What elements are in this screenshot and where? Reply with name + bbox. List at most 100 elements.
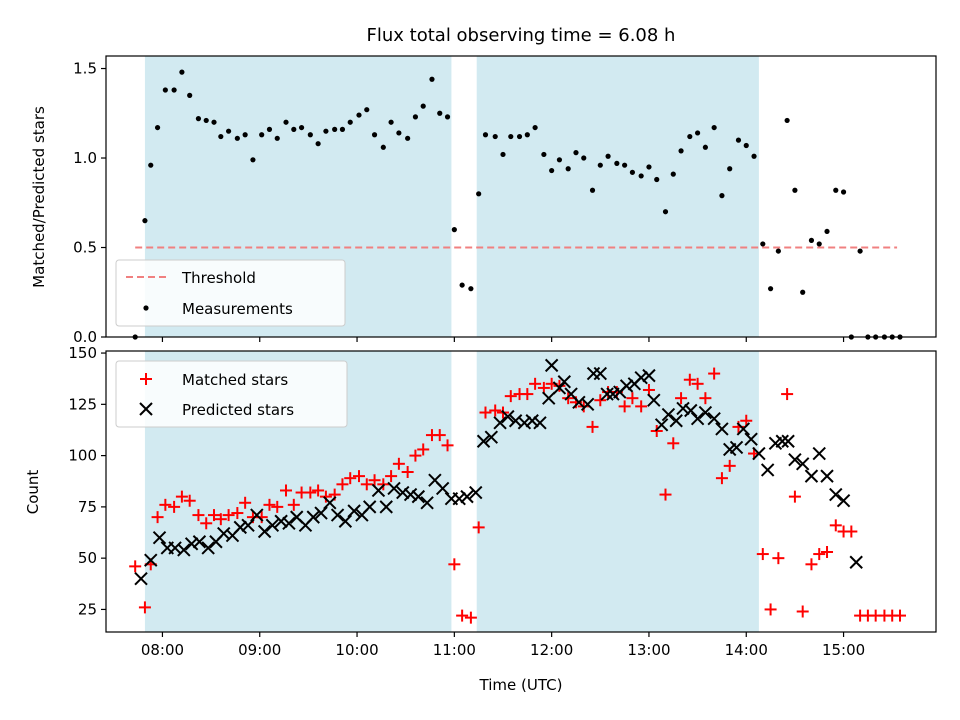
measurement-point xyxy=(597,162,603,168)
predicted-star-point xyxy=(517,416,532,430)
measurement-point xyxy=(154,124,161,131)
measurement-point xyxy=(735,137,742,143)
measurement-point xyxy=(179,69,185,75)
measurement-point xyxy=(468,286,474,292)
measurement-point xyxy=(142,218,148,224)
predicted-star-point xyxy=(619,379,634,393)
matched-star-point xyxy=(781,388,794,401)
measurement-point xyxy=(727,166,733,172)
matched-star-point xyxy=(893,609,906,622)
predicted-star-point xyxy=(134,571,148,586)
top-legend: Threshold Measurements xyxy=(115,259,346,327)
matched-star-point xyxy=(231,507,244,520)
matched-star-point xyxy=(594,394,607,407)
predicted-star-point xyxy=(600,387,614,401)
measurement-point xyxy=(315,141,321,147)
predicted-star-point xyxy=(544,358,559,373)
predicted-star-point xyxy=(849,555,863,569)
predicted-star-point xyxy=(593,366,608,381)
measurement-point xyxy=(476,191,482,197)
matched-star-point xyxy=(304,486,317,499)
measurement-point xyxy=(743,142,749,149)
predicted-star-point xyxy=(282,516,296,530)
predicted-star-point xyxy=(501,409,515,424)
measurement-point xyxy=(283,119,289,125)
predicted-star-point xyxy=(152,530,167,545)
measurement-point xyxy=(347,119,353,125)
top-plot-frame xyxy=(105,55,937,338)
measurement-point xyxy=(307,132,313,138)
chart-title: Flux total observing time = 6.08 h xyxy=(367,25,676,46)
matched-star-point xyxy=(448,558,461,571)
predicted-star-point xyxy=(184,537,199,551)
matched-star-point xyxy=(635,400,648,413)
predicted-star-point xyxy=(829,487,843,502)
matched-star-point xyxy=(456,609,469,622)
predicted-star-point xyxy=(484,430,499,444)
predicted-star-point xyxy=(752,446,766,461)
bottom-x-axis: 08:00 09:00 10:00 11:00 12:00 13:00 14:00 15:00 xyxy=(141,632,865,659)
y-tick-label: 0.5 xyxy=(73,239,97,257)
matched-star-point xyxy=(168,500,181,513)
measurement-point xyxy=(711,124,717,131)
predicted-star-point xyxy=(233,520,247,535)
measurement-point xyxy=(259,132,265,138)
x-tick-label: 14:00 xyxy=(725,641,768,659)
measurement-point xyxy=(508,133,514,140)
measurement-point xyxy=(162,87,168,93)
matched-star-point xyxy=(336,478,349,491)
predicted-star-point xyxy=(144,553,158,567)
predicted-star-point xyxy=(669,414,683,428)
predicted-star-point xyxy=(347,504,361,518)
matched-star-point xyxy=(417,443,430,456)
measurement-point xyxy=(211,119,217,125)
measurement-point xyxy=(541,151,547,158)
matched-star-point xyxy=(489,404,502,417)
measurement-point xyxy=(670,171,676,177)
matched-star-point xyxy=(683,373,696,386)
top-legend-box xyxy=(115,259,346,327)
predicted-star-point xyxy=(788,453,802,467)
y-tick-label: 50 xyxy=(78,549,97,567)
measurement-point xyxy=(629,169,636,175)
predicted-star-point xyxy=(795,457,810,471)
measurement-point xyxy=(702,144,708,150)
y-tick-label: 0.0 xyxy=(73,328,97,346)
matched-star-point xyxy=(529,377,542,390)
matched-star-point xyxy=(772,552,785,565)
matched-star-point xyxy=(813,548,826,561)
matched-star-point xyxy=(708,367,721,380)
measurement-point xyxy=(840,189,847,195)
predicted-star-point xyxy=(533,416,547,430)
matched-star-point xyxy=(618,400,631,413)
measurements-points xyxy=(132,69,903,340)
measurement-point xyxy=(605,153,611,159)
legend-predicted-label: Predicted stars xyxy=(182,401,294,419)
top-panel: 0.0 0.5 1.0 1.5 Matched/Predicted stars Thr… xyxy=(30,55,937,346)
predicted-star-point xyxy=(177,543,191,557)
measurement-point xyxy=(622,162,628,168)
predicted-star-point xyxy=(435,481,450,496)
predicted-star-point xyxy=(460,489,474,504)
x-tick-label: 11:00 xyxy=(433,641,476,659)
measurement-point xyxy=(549,167,555,174)
matched-star-point xyxy=(368,474,381,487)
matched-star-point xyxy=(280,484,293,497)
bottom-y-axis-label: Count xyxy=(24,470,42,515)
measurement-point xyxy=(171,87,177,93)
matched-star-point xyxy=(409,449,422,462)
measurement-point xyxy=(291,126,297,132)
measurement-point xyxy=(444,114,451,120)
measurement-point xyxy=(767,286,774,292)
y-tick-label: 125 xyxy=(68,395,97,413)
predicted-star-point xyxy=(379,500,393,514)
matched-star-point xyxy=(319,490,332,503)
matched-star-point xyxy=(821,546,834,559)
predicted-star-point xyxy=(257,524,272,539)
matched-star-point xyxy=(788,490,801,503)
measurement-point xyxy=(234,135,240,141)
predicted-star-point xyxy=(420,496,434,510)
legend-matched-swatch xyxy=(140,373,152,385)
measurement-point xyxy=(500,151,506,158)
predicted-star-point xyxy=(654,418,669,432)
